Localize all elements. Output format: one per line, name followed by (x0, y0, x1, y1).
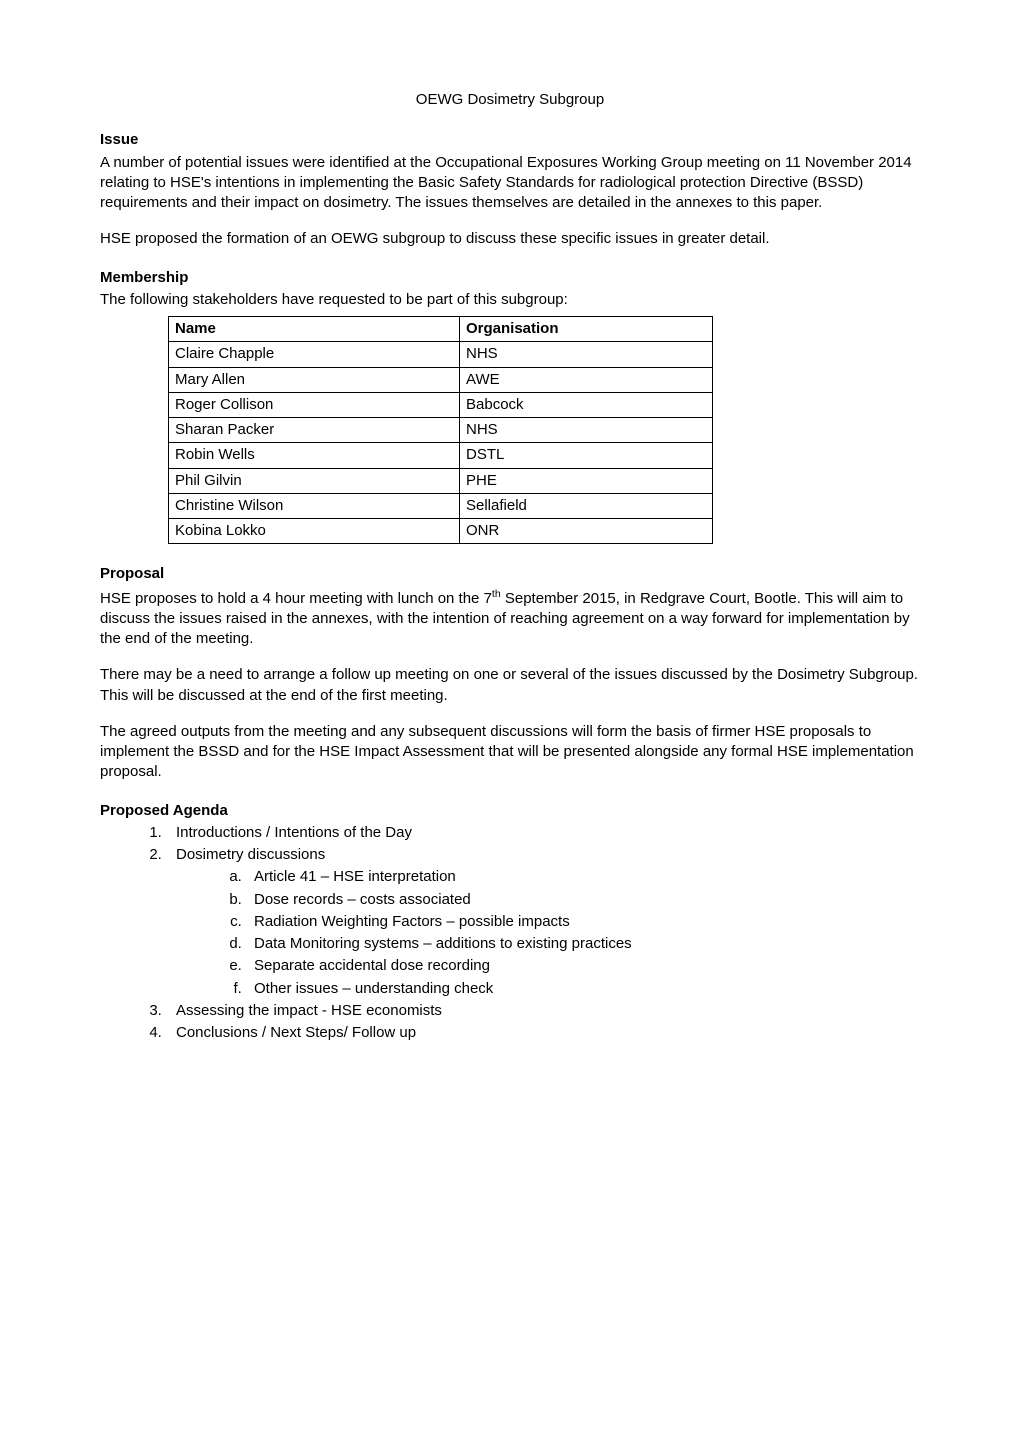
proposal-heading: Proposal (100, 564, 920, 584)
agenda-subitem: Separate accidental dose recording (246, 956, 920, 976)
issue-paragraph-2: HSE proposed the formation of an OEWG su… (100, 229, 920, 249)
col-name: Name (169, 317, 460, 342)
table-row: Kobina LokkoONR (169, 519, 713, 544)
agenda-subitem: Other issues – understanding check (246, 979, 920, 999)
cell-name: Roger Collison (169, 392, 460, 417)
cell-name: Christine Wilson (169, 493, 460, 518)
cell-org: AWE (460, 367, 713, 392)
table-row: Sharan PackerNHS (169, 418, 713, 443)
table-row: Robin WellsDSTL (169, 443, 713, 468)
cell-org: NHS (460, 342, 713, 367)
proposal-paragraph-3: The agreed outputs from the meeting and … (100, 722, 920, 783)
table-row: Christine WilsonSellafield (169, 493, 713, 518)
membership-table: Name Organisation Claire ChappleNHS Mary… (168, 316, 713, 544)
agenda-sublist: Article 41 – HSE interpretation Dose rec… (176, 867, 920, 999)
agenda-item: Assessing the impact - HSE economists (166, 1001, 920, 1021)
cell-name: Phil Gilvin (169, 468, 460, 493)
membership-heading: Membership (100, 268, 920, 288)
membership-intro: The following stakeholders have requeste… (100, 290, 920, 310)
cell-name: Robin Wells (169, 443, 460, 468)
agenda-subitem: Dose records – costs associated (246, 890, 920, 910)
proposal-paragraph-2: There may be a need to arrange a follow … (100, 665, 920, 706)
cell-org: NHS (460, 418, 713, 443)
agenda-item: Dosimetry discussions Article 41 – HSE i… (166, 845, 920, 999)
agenda-heading: Proposed Agenda (100, 801, 920, 821)
cell-name: Sharan Packer (169, 418, 460, 443)
agenda-subitem: Article 41 – HSE interpretation (246, 867, 920, 887)
ordinal-sup: th (492, 588, 501, 600)
table-row: Phil GilvinPHE (169, 468, 713, 493)
text-span: HSE proposes to hold a 4 hour meeting wi… (100, 590, 492, 607)
agenda-subitem: Data Monitoring systems – additions to e… (246, 934, 920, 954)
proposal-paragraph-1: HSE proposes to hold a 4 hour meeting wi… (100, 587, 920, 650)
cell-org: Sellafield (460, 493, 713, 518)
agenda-item: Conclusions / Next Steps/ Follow up (166, 1023, 920, 1043)
document-title: OEWG Dosimetry Subgroup (100, 90, 920, 110)
table-header-row: Name Organisation (169, 317, 713, 342)
cell-name: Mary Allen (169, 367, 460, 392)
table-row: Roger CollisonBabcock (169, 392, 713, 417)
cell-name: Kobina Lokko (169, 519, 460, 544)
table-row: Mary AllenAWE (169, 367, 713, 392)
agenda-item: Introductions / Intentions of the Day (166, 823, 920, 843)
agenda-subitem: Radiation Weighting Factors – possible i… (246, 912, 920, 932)
cell-org: ONR (460, 519, 713, 544)
cell-name: Claire Chapple (169, 342, 460, 367)
col-organisation: Organisation (460, 317, 713, 342)
cell-org: Babcock (460, 392, 713, 417)
issue-heading: Issue (100, 130, 920, 150)
table-row: Claire ChappleNHS (169, 342, 713, 367)
cell-org: DSTL (460, 443, 713, 468)
cell-org: PHE (460, 468, 713, 493)
agenda-item-label: Dosimetry discussions (176, 846, 325, 863)
issue-paragraph-1: A number of potential issues were identi… (100, 153, 920, 214)
agenda-list: Introductions / Intentions of the Day Do… (100, 823, 920, 1044)
